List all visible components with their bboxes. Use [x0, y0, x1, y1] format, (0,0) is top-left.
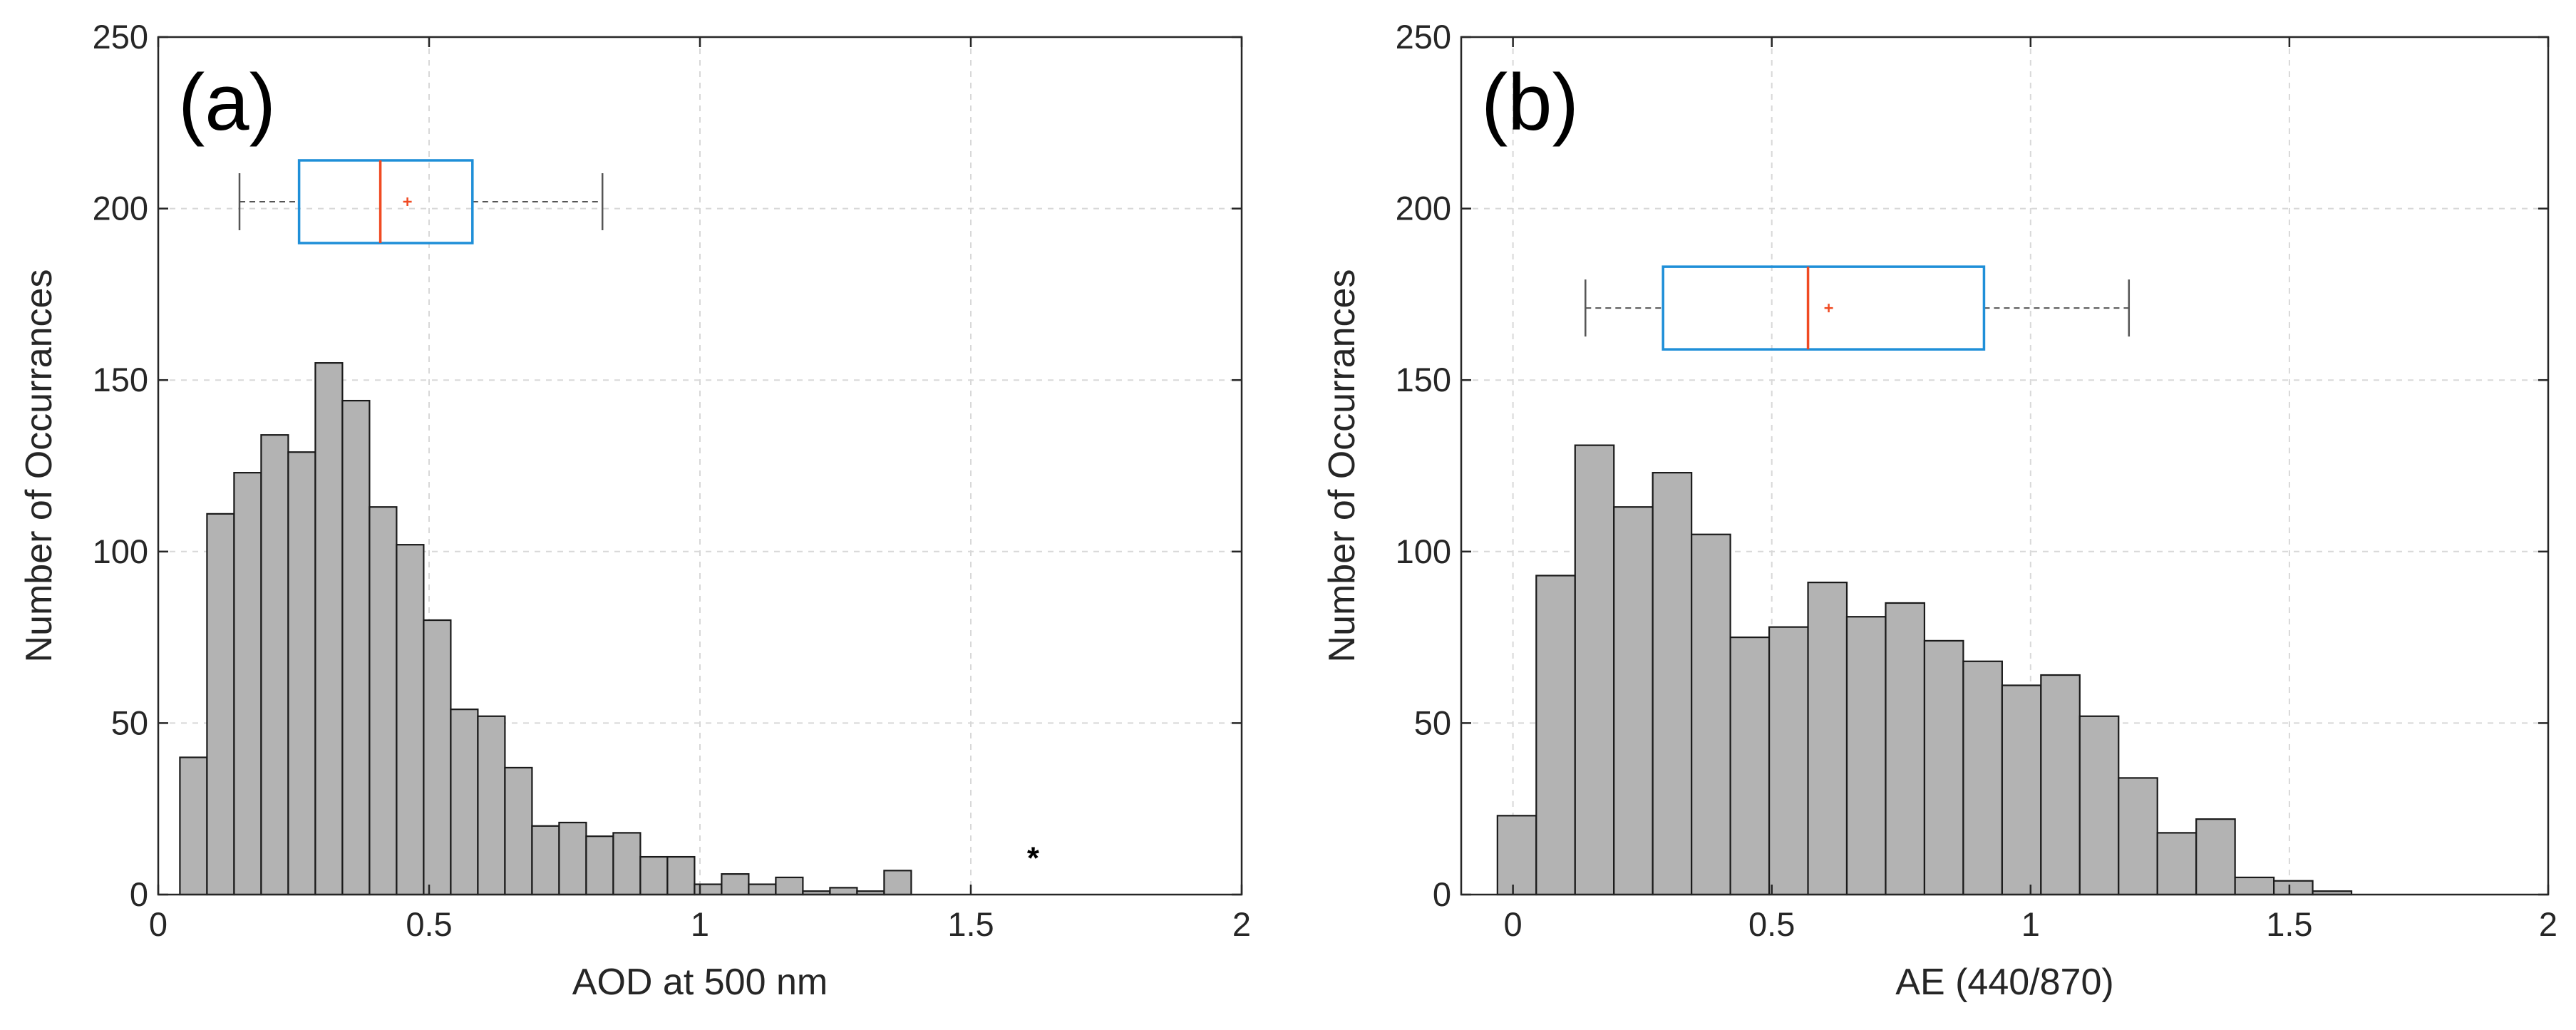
- histogram-bar: [287, 451, 316, 896]
- histogram-bar: [341, 399, 371, 896]
- histogram-bar: [2118, 777, 2158, 896]
- histogram-bar: [1768, 626, 1809, 896]
- panel-label: (b): [1481, 58, 1579, 147]
- histogram-bar: [1923, 639, 1964, 896]
- histogram-bar: [666, 855, 696, 896]
- histogram-bar: [179, 756, 208, 896]
- histogram-bar: [1885, 602, 1926, 896]
- histogram-bar: [1729, 636, 1771, 896]
- histogram-bar: [2040, 674, 2081, 896]
- histogram-bar: [775, 876, 804, 896]
- histogram-bar: [504, 766, 533, 896]
- annotation-asterisk: *: [1027, 840, 1040, 875]
- y-tick-label: 0: [130, 875, 148, 913]
- histogram-bar: [1845, 616, 1887, 896]
- histogram-bar: [721, 873, 750, 896]
- histogram-bar: [477, 715, 506, 896]
- y-tick-label: 200: [1396, 190, 1451, 227]
- x-tick-label: 0: [149, 905, 168, 943]
- histogram-bar: [829, 887, 858, 896]
- histogram-bar: [558, 821, 587, 896]
- histogram-bar: [2195, 818, 2236, 896]
- histogram-bar: [2273, 880, 2314, 896]
- histogram-bar: [1535, 575, 1576, 896]
- y-tick-label: 50: [111, 704, 148, 741]
- x-tick-label: 2: [2539, 905, 2557, 943]
- x-tick-label: 0.5: [1748, 905, 1795, 943]
- panel-a: 0 0.5 1 1.5 2 0 50 100 150 200 250 AOD at 500 nm Num…: [19, 18, 1251, 1003]
- histogram-bar: [1652, 472, 1693, 896]
- y-tick-label: 100: [93, 532, 148, 570]
- x-tick-label: 1.5: [947, 905, 994, 943]
- histogram-bar: [396, 544, 425, 896]
- histogram-bar: [1691, 533, 1731, 896]
- x-tick-label: 1.5: [2266, 905, 2312, 943]
- y-axis-title: Number of Occurrances: [1322, 269, 1363, 663]
- y-tick-label: 0: [1433, 875, 1451, 913]
- histogram-bar: [2234, 876, 2275, 896]
- histogram-bar: [639, 855, 669, 896]
- x-tick-label: 1: [2021, 905, 2040, 943]
- x-tick-label: 0.5: [406, 905, 452, 943]
- histogram-bar: [531, 825, 560, 896]
- histogram-bar: [1574, 444, 1615, 896]
- x-axis-title: AE (440/870): [1895, 962, 2113, 1003]
- histogram-bar: [883, 870, 912, 896]
- x-axis-title: AOD at 500 nm: [572, 962, 828, 1003]
- histogram-bar: [369, 506, 398, 896]
- histogram-bar: [2156, 832, 2198, 896]
- boxplot-box: [1661, 265, 1986, 351]
- histogram-bar: [748, 883, 777, 896]
- x-tick-label: 1: [691, 905, 709, 943]
- y-tick-label: 200: [93, 190, 148, 227]
- panel-b: 0 0.5 1 1.5 2 0 50 100 150 200 250 AE (440/870) Numb…: [1322, 18, 2557, 1003]
- y-tick-label: 250: [1396, 18, 1451, 56]
- panel-label: (a): [178, 58, 276, 147]
- boxplot-box: [297, 159, 474, 244]
- histogram-bar: [314, 362, 344, 896]
- x-tick-label: 0: [1504, 905, 1523, 943]
- histogram-bar: [585, 835, 614, 896]
- histogram-bar: [1962, 660, 2003, 896]
- histogram-bar: [1613, 506, 1654, 896]
- x-tick-label: 2: [1232, 905, 1251, 943]
- y-tick-label: 150: [1396, 361, 1451, 398]
- y-tick-label: 250: [93, 18, 148, 56]
- histogram-bar: [233, 472, 262, 896]
- histogram-bar: [2001, 684, 2042, 896]
- y-tick-label: 100: [1396, 532, 1451, 570]
- histogram-bar: [1496, 815, 1537, 896]
- histogram-bar: [423, 619, 452, 896]
- histogram-bar: [1807, 582, 1848, 896]
- histogram-bar: [260, 434, 289, 896]
- histogram-bar: [206, 513, 235, 896]
- histogram-bar: [2078, 715, 2120, 896]
- y-axis-title: Number of Occurrances: [19, 269, 60, 663]
- axes-frame: [1460, 36, 2550, 896]
- histogram-bar: [612, 832, 642, 896]
- y-tick-label: 150: [93, 361, 148, 398]
- histogram-bar: [694, 883, 723, 896]
- histogram-bar: [450, 709, 479, 896]
- y-tick-label: 50: [1414, 704, 1451, 741]
